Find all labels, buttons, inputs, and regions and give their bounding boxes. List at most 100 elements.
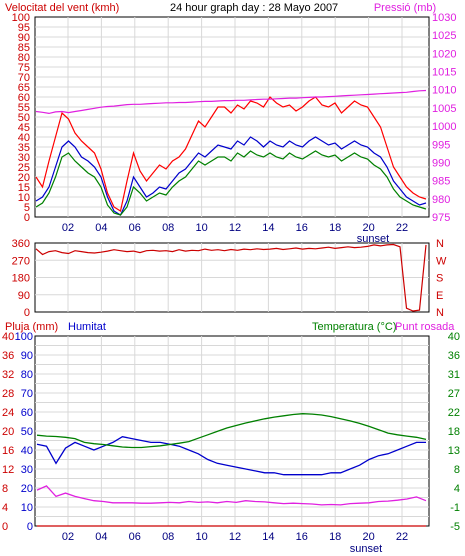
rain-tick-label: 4 <box>2 502 8 514</box>
wind-tick-label: 35 <box>18 142 30 154</box>
wind-tick-label: 45 <box>18 122 30 134</box>
rain-tick-label: 8 <box>2 483 8 495</box>
series-line-2 <box>35 150 427 216</box>
x-tick-label: 02 <box>62 222 74 234</box>
wind-axis-label: Velocitat del vent (kmh) <box>5 2 119 14</box>
temperature-tick-label: 31 <box>448 369 460 381</box>
panel1-x-tick-labels: 02 04 06 08 10 12 14 16 18 20 22 <box>62 222 408 234</box>
wind-tick-label: 30 <box>18 152 30 164</box>
temperature-tick-labels: -5 -1 4 8 13 18 22 27 31 36 40 <box>448 331 460 533</box>
series-line-0 <box>36 436 426 476</box>
x-tick-label: 20 <box>362 531 374 543</box>
temperature-tick-label: 13 <box>448 445 460 457</box>
humidity-tick-label: 80 <box>21 369 33 381</box>
wind-tick-label: 70 <box>18 72 30 84</box>
wind-tick-label: 20 <box>18 172 30 184</box>
humidity-axis-label: Humitat <box>68 321 106 333</box>
wind-tick-label: 50 <box>18 112 30 124</box>
wind-tick-label: 0 <box>24 212 30 224</box>
x-tick-label: 02 <box>62 531 74 543</box>
pressure-tick-label: 995 <box>432 139 450 151</box>
series-line-1 <box>35 136 427 216</box>
direction-compass-label: E <box>436 290 443 302</box>
x-tick-label: 04 <box>95 531 107 543</box>
panel3-x-tick-labels: 02 04 06 08 10 12 14 16 18 20 22 <box>62 531 408 543</box>
x-tick-label: 18 <box>329 531 341 543</box>
rain-tick-label: 24 <box>2 407 14 419</box>
x-tick-label: 12 <box>229 531 241 543</box>
x-tick-label: 14 <box>262 531 274 543</box>
rain-axis-label: Pluja (mm) <box>5 321 58 333</box>
direction-compass-label: N <box>436 307 444 319</box>
direction-degree-label: 0 <box>24 307 30 319</box>
humidity-tick-label: 10 <box>21 502 33 514</box>
humidity-tick-label: 60 <box>21 407 33 419</box>
wind-tick-labels: 0510152025303540455055606570758085909510… <box>12 12 30 224</box>
panel1-series <box>35 89 427 216</box>
x-tick-label: 12 <box>229 222 241 234</box>
x-tick-label: 10 <box>195 531 207 543</box>
temperature-tick-label: 36 <box>448 350 460 362</box>
rain-tick-label: 20 <box>2 426 14 438</box>
series-line-0 <box>35 96 427 212</box>
panel-wind-pressure: Velocitat del vent (kmh) 24 hour graph d… <box>5 2 456 245</box>
pressure-tick-label: 1025 <box>432 30 456 42</box>
panel-rain-humidity-temperature: Pluja (mm) Humitat Temperatura (°C) Punt… <box>2 321 460 555</box>
humidity-tick-label: 50 <box>21 426 33 438</box>
pressure-tick-label: 980 <box>432 194 450 206</box>
x-tick-label: 04 <box>95 222 107 234</box>
pressure-tick-label: 990 <box>432 157 450 169</box>
rain-tick-label: 0 <box>2 521 8 533</box>
panel2-grid <box>35 243 429 312</box>
pressure-tick-label: 1015 <box>432 67 456 79</box>
x-tick-label: 08 <box>162 222 174 234</box>
direction-compass-label: N <box>436 238 444 250</box>
wind-tick-label: 5 <box>24 202 30 214</box>
wind-tick-label: 75 <box>18 62 30 74</box>
direction-degree-label: 360 <box>12 238 30 250</box>
temperature-tick-label: 8 <box>454 464 460 476</box>
sunset-label-1: sunset <box>357 233 389 245</box>
series-line-2 <box>36 485 427 506</box>
panel2-series <box>35 243 427 312</box>
rain-tick-label: 28 <box>2 388 14 400</box>
temperature-tick-label: 27 <box>448 388 460 400</box>
pressure-tick-label: 1005 <box>432 103 456 115</box>
direction-degree-labels: 360 270 180 90 0 <box>12 238 30 319</box>
x-tick-label: 18 <box>329 222 341 234</box>
temperature-tick-label: 18 <box>448 426 460 438</box>
direction-degree-label: 180 <box>12 273 30 285</box>
wind-tick-label: 80 <box>18 52 30 64</box>
temperature-tick-label: -5 <box>450 521 460 533</box>
x-tick-label: 16 <box>296 531 308 543</box>
x-tick-label: 16 <box>296 222 308 234</box>
rain-tick-label: 36 <box>2 350 14 362</box>
temperature-tick-label: 22 <box>448 407 460 419</box>
series-line-3 <box>35 89 427 115</box>
pressure-tick-labels: 975 980 985 990 995 1000 1005 1010 1015 1020 1025 1… <box>432 12 456 224</box>
wind-tick-label: 65 <box>18 82 30 94</box>
humidity-tick-label: 70 <box>21 388 33 400</box>
pressure-tick-label: 1030 <box>432 12 456 24</box>
humidity-tick-label: 0 <box>27 521 33 533</box>
x-tick-label: 20 <box>362 222 374 234</box>
humidity-tick-label: 90 <box>21 350 33 362</box>
rain-tick-label: 32 <box>2 369 14 381</box>
humidity-tick-label: 40 <box>21 445 33 457</box>
temperature-axis-label: Temperatura (°C) <box>312 321 396 333</box>
wind-tick-label: 90 <box>18 32 30 44</box>
direction-compass-label: W <box>436 255 447 267</box>
pressure-tick-label: 1010 <box>432 85 456 97</box>
direction-compass-label: S <box>436 273 443 285</box>
humidity-tick-label: 30 <box>21 464 33 476</box>
x-tick-label: 14 <box>262 222 274 234</box>
wind-tick-label: 10 <box>18 192 30 204</box>
panel3-grid <box>35 336 429 526</box>
direction-degree-label: 90 <box>18 290 30 302</box>
direction-degree-label: 270 <box>12 255 30 267</box>
page-title: 24 hour graph day : 28 Mayo 2007 <box>170 2 338 14</box>
x-tick-label: 06 <box>129 531 141 543</box>
